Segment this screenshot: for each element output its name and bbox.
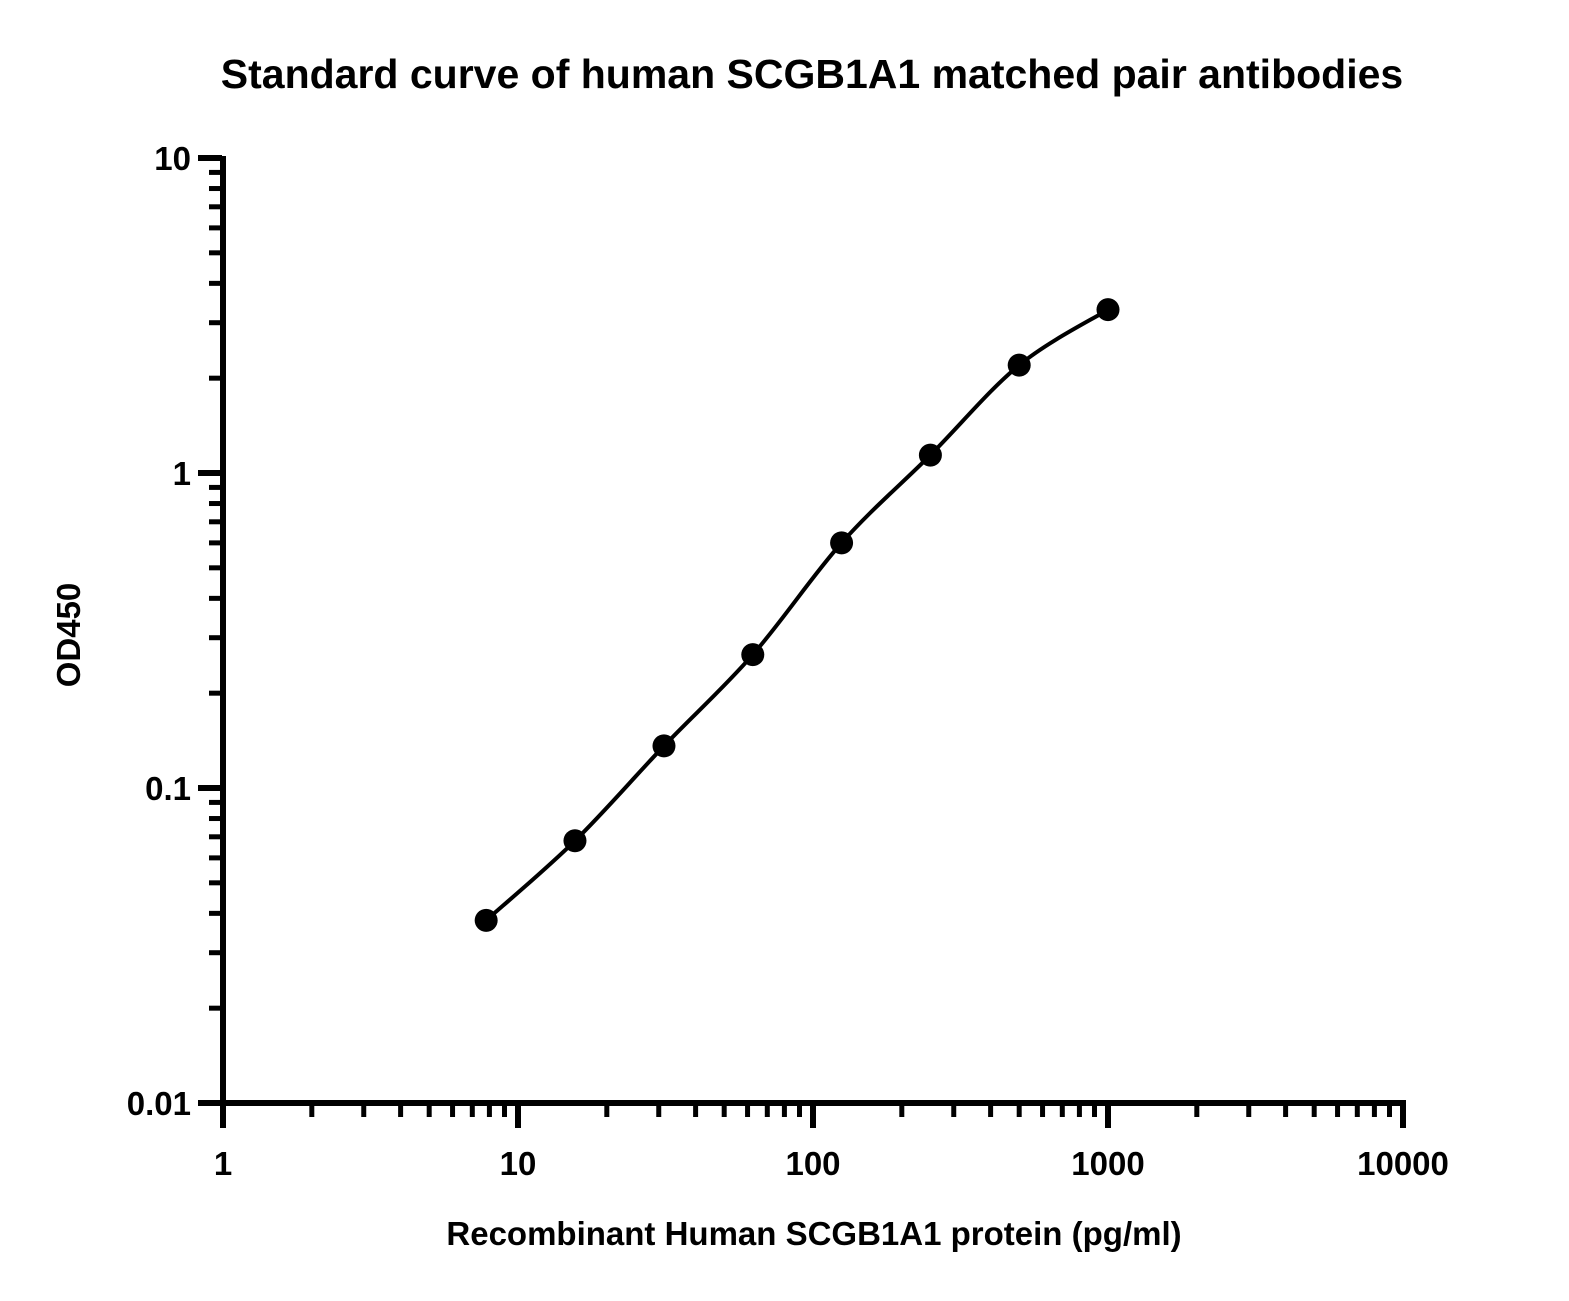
x-tick-label: 10	[500, 1145, 537, 1182]
fit-curve-layer	[484, 307, 1110, 923]
y-tick-label: 1	[173, 455, 191, 492]
x-axis-label: Recombinant Human SCGB1A1 protein (pg/ml…	[446, 1215, 1181, 1252]
y-tick-label: 0.1	[145, 770, 191, 807]
y-axis: 10 1 0.1 0.01	[127, 140, 226, 1122]
y-axis-label: OD450	[50, 583, 87, 688]
chart-title: Standard curve of human SCGB1A1 matched …	[221, 51, 1403, 97]
data-point	[741, 643, 765, 667]
y-tick-label: 10	[154, 140, 191, 177]
plot-area: 10 1 0.1 0.01 1 10 100 1000 10000	[127, 140, 1449, 1182]
x-tick-label: 1000	[1071, 1145, 1144, 1182]
fit-curve	[484, 307, 1110, 923]
x-tick-label: 1	[214, 1145, 232, 1182]
data-points-layer	[474, 298, 1120, 932]
y-tick-label: 0.01	[127, 1085, 191, 1122]
data-point	[830, 531, 854, 555]
x-tick-label: 100	[785, 1145, 840, 1182]
data-point	[1096, 298, 1120, 322]
x-tick-label: 10000	[1357, 1145, 1449, 1182]
data-point	[474, 908, 498, 932]
x-axis: 1 10 100 1000 10000	[198, 1100, 1449, 1182]
data-point	[1007, 353, 1031, 377]
data-point	[563, 829, 587, 853]
data-point	[652, 734, 676, 758]
data-point	[918, 443, 942, 467]
